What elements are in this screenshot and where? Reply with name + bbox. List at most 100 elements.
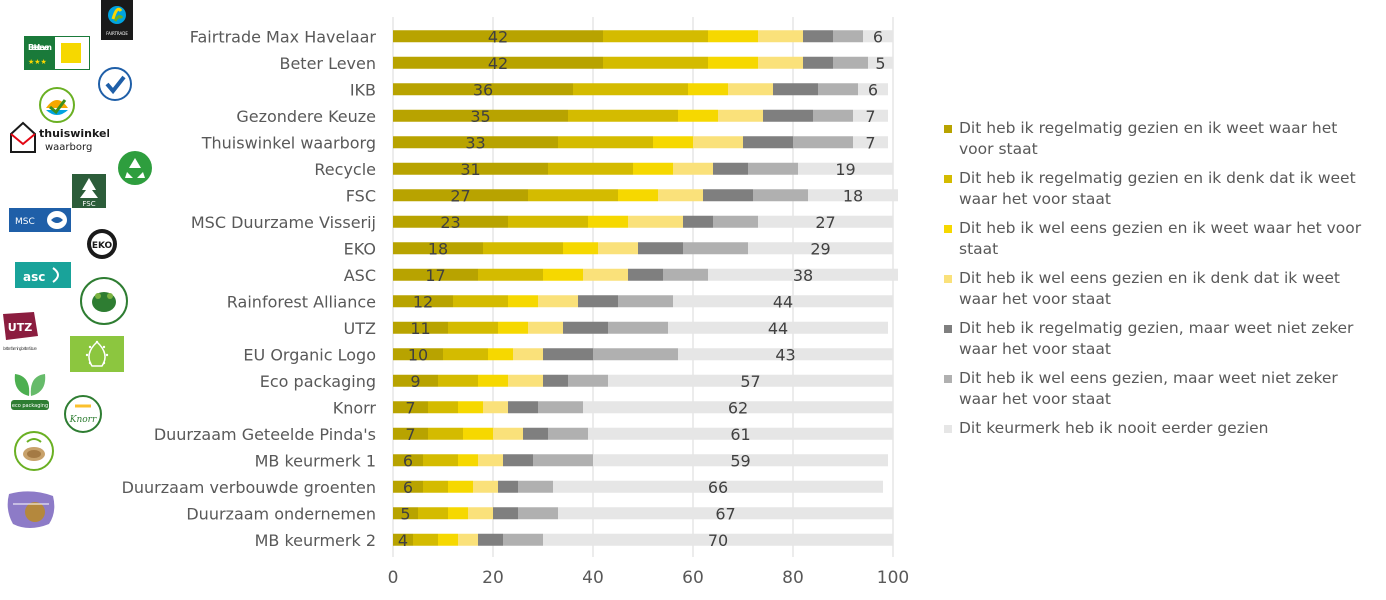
legend-item: Dit heb ik wel eens gezien, maar weet ni… [944, 368, 1374, 410]
gridlines [392, 17, 894, 557]
data-label: 36 [473, 80, 493, 99]
bar-segment [548, 427, 588, 440]
bar-segment [583, 401, 893, 414]
knorr-logo: Knorr [63, 392, 103, 436]
bar-segment [528, 321, 563, 334]
data-label: 44 [768, 319, 788, 338]
bar-segment [393, 427, 428, 440]
bar-segment [538, 295, 578, 308]
bar-segment [628, 268, 663, 281]
bar-segment [798, 162, 893, 175]
data-label: 6 [868, 80, 878, 99]
category-label: Eco packaging [260, 372, 376, 391]
bar-segment [393, 83, 573, 96]
bar-segment [393, 56, 603, 69]
bar-segment [683, 242, 748, 255]
data-label: 66 [708, 478, 728, 497]
gezondere-keuze-logo [38, 86, 76, 124]
bar-segment [603, 30, 708, 43]
legend-swatch [944, 375, 952, 383]
legend-label: Dit heb ik wel eens gezien en ik denk da… [959, 269, 1341, 308]
category-label: Duurzaam Geteelde Pinda's [154, 425, 376, 444]
bar-segment [458, 533, 478, 546]
data-label: 61 [730, 425, 750, 444]
bar-segment [558, 136, 653, 149]
bar-segment [728, 83, 773, 96]
bar-segment [508, 295, 538, 308]
ikb-logo [97, 66, 133, 102]
bar-segment [748, 242, 893, 255]
data-label: 67 [715, 504, 735, 523]
legend-swatch [944, 275, 952, 283]
category-label: Rainforest Alliance [227, 292, 376, 311]
bar-segment [668, 321, 888, 334]
bar-segment [758, 56, 803, 69]
bar-segment [853, 109, 888, 122]
bar-segment [713, 215, 758, 228]
data-label: 43 [775, 345, 795, 364]
legend-item: Dit keurmerk heb ik nooit eerder gezien [944, 418, 1374, 439]
recycle-logo [117, 150, 153, 186]
fsc-logo: FSC [72, 174, 106, 208]
bar-segment [518, 480, 553, 493]
data-label: 7 [405, 398, 415, 417]
bar-segment [568, 374, 608, 387]
bar-segment [503, 533, 543, 546]
bar-segment [428, 401, 458, 414]
bar-segment [833, 56, 868, 69]
bar-segment [543, 533, 893, 546]
svg-text:MSC: MSC [15, 217, 35, 227]
bar-segment [498, 480, 518, 493]
data-label: 42 [488, 27, 508, 46]
eu-organic-logo [70, 336, 124, 372]
svg-text:eco packaging: eco packaging [12, 403, 48, 409]
legend-swatch [944, 425, 952, 433]
data-label: 10 [408, 345, 428, 364]
bar-segment [393, 189, 528, 202]
bar-segment [393, 162, 548, 175]
bar-segment [603, 56, 708, 69]
bar-segment [853, 136, 888, 149]
legend-label: Dit heb ik regelmatig gezien en ik weet … [959, 119, 1338, 158]
svg-text:waarborg: waarborg [45, 142, 92, 153]
data-label: 19 [835, 160, 855, 179]
svg-text:EKO: EKO [92, 241, 113, 251]
bar-segment [513, 348, 543, 361]
utz-logo: UTZ better farming better future [0, 310, 40, 354]
x-tick-label: 40 [582, 568, 604, 588]
data-label: 18 [428, 239, 448, 258]
bar-segment [493, 507, 518, 520]
bar-segment [393, 215, 508, 228]
data-label: 31 [460, 160, 480, 179]
bar-segment [393, 136, 558, 149]
bar-segment [718, 109, 763, 122]
bar-segment [678, 348, 893, 361]
data-label: 11 [410, 319, 430, 338]
svg-text:Knorr: Knorr [69, 415, 97, 425]
x-axis-tick-labels: 0 20 40 60 80 100 [388, 568, 910, 588]
data-label: 6 [403, 478, 413, 497]
data-label: 23 [440, 213, 460, 232]
bar-segment [608, 321, 668, 334]
bar-segment [478, 268, 543, 281]
data-label: 4 [398, 531, 408, 550]
fairtrade-logo: FAIRTRADE [101, 0, 133, 40]
bar-segment [393, 321, 448, 334]
data-label: 35 [470, 107, 490, 126]
bar-segment [563, 321, 608, 334]
bar-segment [523, 427, 548, 440]
data-label: 27 [815, 213, 835, 232]
eco-packaging-logo: eco packaging [9, 366, 51, 420]
bar-segment [633, 162, 673, 175]
bar-segment [448, 321, 498, 334]
bar-segment [673, 162, 713, 175]
bar-segment [793, 136, 853, 149]
bar-segment [753, 189, 808, 202]
duurzaam-ondernemen-logo [5, 488, 57, 530]
thuiswinkel-logo: thuiswinkel waarborg [9, 120, 110, 154]
bar-segment [593, 348, 678, 361]
legend-label: Dit heb ik regelmatig gezien, maar weet … [959, 319, 1354, 358]
bar-segment [538, 401, 583, 414]
bar-segment [618, 189, 658, 202]
bar-segment [673, 295, 893, 308]
